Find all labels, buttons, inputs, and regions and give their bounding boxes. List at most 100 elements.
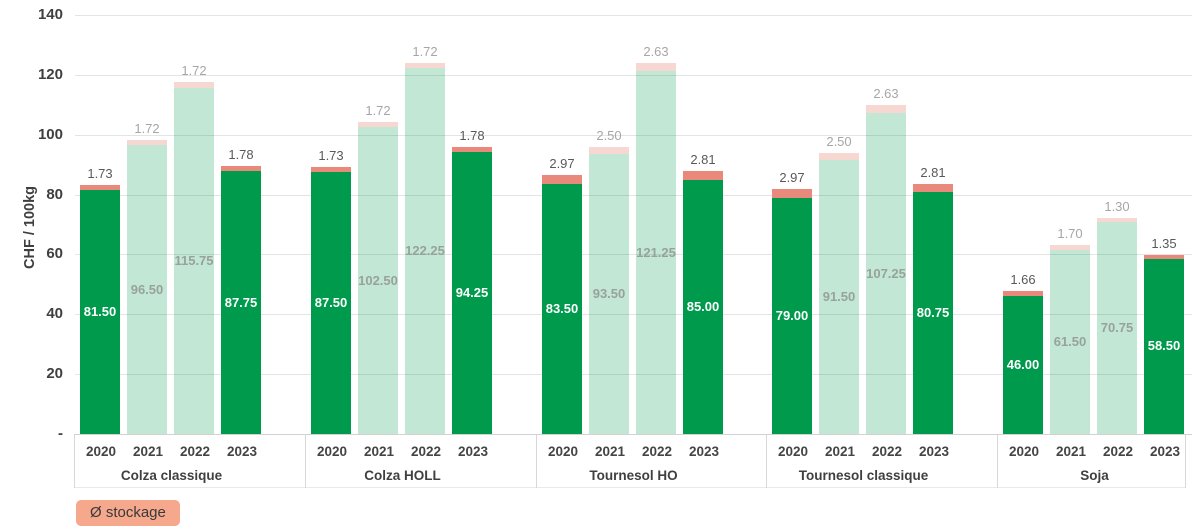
bar-soja-2021[interactable]: 1.70 61.50	[1050, 226, 1090, 434]
bar-segment-base[interactable]	[358, 127, 398, 434]
bar-segment-stockage[interactable]	[127, 140, 167, 146]
bar-tournesol-classique-2021[interactable]: 2.50 91.50	[819, 134, 859, 434]
bar-soja-2022[interactable]: 1.30 70.75	[1097, 199, 1137, 434]
stockage-value-label: 2.81	[690, 152, 716, 168]
base-value-label: 46.00	[1006, 357, 1040, 373]
year-label-2021: 2021	[363, 444, 395, 459]
bar-segment-stockage[interactable]	[772, 188, 812, 198]
stockage-value-label: 1.73	[87, 165, 113, 181]
year-label-2020: 2020	[1008, 444, 1040, 459]
base-value-label: 91.50	[822, 289, 856, 305]
bar-colza-classique-2020[interactable]: 1.73 81.50	[80, 166, 120, 434]
bar-segment-stockage[interactable]	[866, 105, 906, 114]
base-value-label: 58.50	[1147, 338, 1181, 354]
group-label-soja: Soja	[1080, 468, 1109, 483]
bar-segment-stockage[interactable]	[221, 166, 261, 172]
bar-segment-stockage[interactable]	[311, 166, 351, 173]
bar-colza-holl-2022[interactable]: 1.72 122.25	[405, 44, 445, 434]
year-label-2022: 2022	[1102, 444, 1134, 459]
bar-segment-base[interactable]	[589, 154, 629, 434]
year-label-2020: 2020	[316, 444, 348, 459]
gridline-80	[75, 194, 1192, 196]
bar-segment-stockage[interactable]	[405, 62, 445, 69]
bar-segment-stockage[interactable]	[1097, 218, 1137, 223]
x-axis-group-colza-holl: 2020 2021 2022 2023 Colza HOLL	[305, 435, 536, 488]
stockage-value-label: 1.72	[365, 103, 391, 119]
bar-segment-stockage[interactable]	[1144, 254, 1184, 259]
base-value-label: 85.00	[686, 298, 720, 314]
bar-colza-holl-2023[interactable]: 1.78 94.25	[452, 128, 492, 434]
bar-segment-base[interactable]	[866, 113, 906, 434]
bar-colza-classique-2023[interactable]: 1.78 87.75	[221, 147, 261, 434]
bar-tournesol-classique-2020[interactable]: 2.97 79.00	[772, 170, 812, 434]
bar-segment-base[interactable]	[1144, 258, 1184, 434]
bar-segment-base[interactable]	[405, 68, 445, 434]
year-label-2021: 2021	[132, 444, 164, 459]
base-value-label: 115.75	[174, 252, 214, 268]
bar-segment-stockage[interactable]	[819, 152, 859, 161]
gridline-60	[75, 254, 1192, 256]
stockage-value-label: 2.50	[596, 127, 622, 143]
group-label-tournesol-ho: Tournesol HO	[589, 468, 678, 483]
bar-tournesol-classique-2022[interactable]: 2.63 107.25	[866, 86, 906, 434]
bar-tournesol-ho-2020[interactable]: 2.97 83.50	[542, 156, 582, 434]
bar-colza-classique-2022[interactable]: 1.72 115.75	[174, 63, 214, 434]
bar-segment-stockage[interactable]	[589, 146, 629, 155]
legend-stockage[interactable]: Ø stockage	[76, 500, 180, 526]
group-label-colza-classique: Colza classique	[120, 468, 223, 483]
bar-tournesol-ho-2023[interactable]: 2.81 85.00	[683, 152, 723, 434]
bar-segment-base[interactable]	[819, 160, 859, 434]
base-value-label: 80.75	[916, 305, 950, 321]
bar-segment-stockage[interactable]	[174, 82, 214, 88]
bar-segment-base[interactable]	[683, 179, 723, 434]
bar-segment-base[interactable]	[1050, 249, 1090, 434]
year-label-2020: 2020	[547, 444, 579, 459]
bar-colza-holl-2020[interactable]: 1.73 87.50	[311, 148, 351, 434]
bar-segment-stockage[interactable]	[636, 63, 676, 72]
bar-segment-base[interactable]	[1003, 296, 1043, 434]
year-label-2023: 2023	[918, 444, 950, 459]
group-label-tournesol-classique: Tournesol classique	[798, 468, 929, 483]
bar-segment-stockage[interactable]	[358, 122, 398, 128]
bar-segment-base[interactable]	[311, 172, 351, 434]
base-value-label: 121.25	[636, 244, 676, 260]
bar-colza-classique-2021[interactable]: 1.72 96.50	[127, 121, 167, 434]
x-axis-group-soja: 2020 2021 2022 2023 Soja	[997, 435, 1186, 488]
bar-segment-base[interactable]	[1097, 222, 1137, 434]
bar-segment-base[interactable]	[636, 71, 676, 434]
year-label-2023: 2023	[457, 444, 489, 459]
legend-stockage-label: Ø stockage	[90, 504, 166, 521]
bar-segment-stockage[interactable]	[683, 171, 723, 180]
bar-segment-stockage[interactable]	[452, 146, 492, 152]
bar-segment-base[interactable]	[174, 87, 214, 434]
group-label-colza-holl: Colza HOLL	[364, 468, 441, 483]
bar-segment-base[interactable]	[127, 145, 167, 434]
bar-segment-stockage[interactable]	[1050, 244, 1090, 250]
bar-tournesol-ho-2022[interactable]: 2.63 121.25	[636, 44, 676, 434]
bar-segment-stockage[interactable]	[80, 184, 120, 191]
bar-segment-base[interactable]	[913, 192, 953, 434]
bar-segment-base[interactable]	[452, 151, 492, 434]
bar-segment-base[interactable]	[221, 171, 261, 434]
bar-segment-base[interactable]	[772, 197, 812, 434]
stockage-value-label: 1.73	[318, 147, 344, 163]
bar-segment-base[interactable]	[80, 190, 120, 434]
base-value-label: 122.25	[405, 243, 445, 259]
bar-tournesol-ho-2021[interactable]: 2.50 93.50	[589, 128, 629, 434]
bar-segment-base[interactable]	[542, 184, 582, 434]
bar-segment-stockage[interactable]	[542, 175, 582, 185]
x-axis-group-tournesol-ho: 2020 2021 2022 2023 Tournesol HO	[536, 435, 766, 488]
base-value-label: 94.25	[455, 284, 489, 300]
bar-segment-stockage[interactable]	[913, 183, 953, 193]
bar-tournesol-classique-2023[interactable]: 2.81 80.75	[913, 165, 953, 434]
x-axis-strip: 2020 2021 2022 2023 Colza classique 2020 2021 2…	[74, 434, 1186, 488]
bar-soja-2023[interactable]: 1.35 58.50	[1144, 236, 1184, 434]
bar-colza-holl-2021[interactable]: 1.72 102.50	[358, 103, 398, 434]
stockage-value-label: 2.97	[549, 156, 575, 172]
stockage-value-label: 1.78	[459, 127, 485, 143]
year-label-2021: 2021	[1055, 444, 1087, 459]
bar-segment-stockage[interactable]	[1003, 291, 1043, 297]
stockage-value-label: 1.72	[134, 121, 160, 137]
bar-soja-2020[interactable]: 1.66 46.00	[1003, 272, 1043, 434]
